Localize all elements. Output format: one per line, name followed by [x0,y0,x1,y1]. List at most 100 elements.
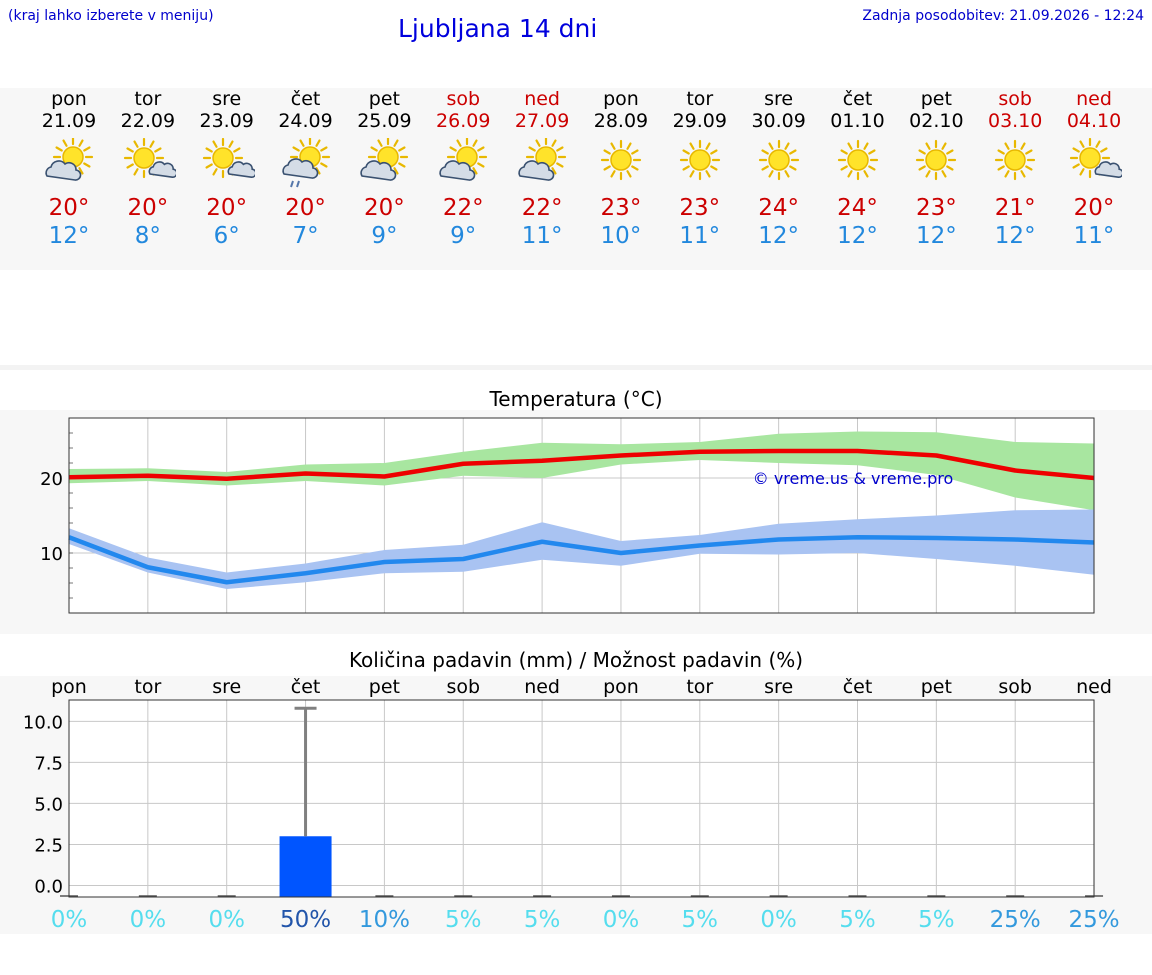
day-date: 04.10 [1066,110,1122,132]
cloud-shape [360,160,397,181]
last-updated: Zadnja posodobitev: 21.09.2026 - 12:24 [862,8,1144,24]
sun-shape [758,139,799,181]
weather-icon-graphic [281,136,330,188]
sun-icon [830,138,886,188]
precipitation-chart-title: Količina padavin (mm) / Možnost padavin … [348,648,804,672]
weather-icon-graphic [758,139,799,181]
cloud-shape [1094,161,1124,178]
x-category-label: pet [921,676,952,698]
precipitation-probability: 5% [524,907,561,933]
partly-cloudy-icon [41,136,97,188]
weather-icon-graphic [123,137,178,179]
y-tick-label: 20 [40,469,63,490]
precipitation-probability: 0% [603,907,640,933]
sun-shape [202,137,243,179]
day-date: 30.09 [751,110,806,132]
precipitation-probability: 0% [760,907,797,933]
precipitation-chart: pon tor sre čet pet sob ned pon tor sre čet pet sob n… [23,676,1120,933]
min-temperature: 7° [292,223,319,249]
max-temperature: 20° [48,195,90,221]
x-category-label: sob [446,676,480,698]
partly-cloudy-icon [356,136,412,188]
min-temperature: 10° [600,223,642,249]
temperature-chart-title: Temperatura (°C) [489,387,663,411]
day-name: sre [764,88,794,110]
day-date: 01.10 [830,110,885,132]
sun-icon [672,138,728,188]
sun-icon [593,138,649,188]
min-temperature: 9° [371,223,398,249]
min-temperature: 12° [837,223,878,249]
max-temperature: 23° [915,195,957,221]
day-name: sob [998,88,1032,110]
max-temperature-line [68,448,1095,481]
precipitation-probability: 5% [445,907,482,933]
precipitation-probability: 25% [990,907,1041,933]
sun-small-cloud-icon [120,137,178,188]
x-category-label: čet [291,676,321,698]
sun-small-cloud-icon [1066,137,1124,188]
max-temperature: 20° [127,195,169,221]
day-date: 22.09 [120,110,176,132]
plot-frame [68,699,1095,898]
weather-icon-graphic [679,139,720,181]
min-temperature: 12° [48,223,90,249]
sun-shape [916,139,957,181]
forecast-band [0,88,1152,270]
forecast-day: tor 29.09 23° 11° [660,88,740,250]
weather-icon-graphic [360,136,409,181]
day-date: 03.10 [987,110,1043,132]
day-date: 29.09 [672,110,727,132]
forecast-strip: pon 21.09 20° 12° tor 22.09 20° 8° sre 23.09 20° 6°… [0,88,1152,270]
partly-cloudy-icon [435,136,491,188]
x-category-label: sre [764,676,793,698]
min-temperature: 8° [134,223,161,249]
day-date: 25.09 [357,110,412,132]
day-name: čet [842,88,873,110]
day-name: ned [1076,88,1112,110]
precipitation-probability: 10% [359,907,410,933]
day-name: pet [920,88,952,110]
day-name: pet [368,88,400,110]
page-title: Ljubljana 14 dni [398,14,598,43]
forecast-day: čet 24.09 20° 7° [266,88,346,250]
max-temperature: 23° [600,195,642,221]
rain-drop [295,180,300,188]
precipitation-probability: 5% [839,907,876,933]
precipitation-probability: 5% [682,907,719,933]
y-tick-label: 10 [40,544,63,565]
day-name: čet [290,88,321,110]
weather-icon-graphic [837,139,878,181]
forecast-day: sob 26.09 22° 9° [423,88,503,250]
weather-icon-graphic [1069,137,1124,179]
y-tick-label: 2.5 [34,835,63,856]
sun-icon [751,138,807,188]
max-temperature: 20° [1073,195,1115,221]
min-temperature: 11° [1073,223,1115,249]
x-category-label: sob [998,676,1032,698]
sun-icon [908,138,964,188]
plot-frame [68,417,1095,614]
day-date: 26.09 [436,110,491,132]
precipitation-probability: 0% [208,907,245,933]
cloud-shape [148,161,178,178]
precipitation-bar [279,836,332,897]
forecast-day: pon 28.09 23° 10° [581,88,661,250]
forecast-day: sob 03.10 21° 12° [975,88,1055,250]
location-hint: (kraj lahko izberete v meniju) [8,8,214,24]
min-temperature: 12° [915,223,957,249]
day-date: 02.10 [909,110,964,132]
cloud-shape [281,158,318,179]
forecast-day: čet 01.10 24° 12° [818,88,898,250]
weather-icon-graphic [45,136,94,181]
sun-shape [447,136,488,178]
min-temperature: 12° [994,223,1036,249]
cloud-shape [518,160,555,181]
forecast-day: tor 22.09 20° 8° [108,88,188,250]
x-category-label: pon [51,676,87,698]
max-temperature: 20° [206,195,248,221]
weather-icon-graphic [202,137,257,179]
y-tick-label: 5.0 [34,794,63,815]
sun-shape [679,139,720,181]
min-temperature: 11° [679,223,721,249]
